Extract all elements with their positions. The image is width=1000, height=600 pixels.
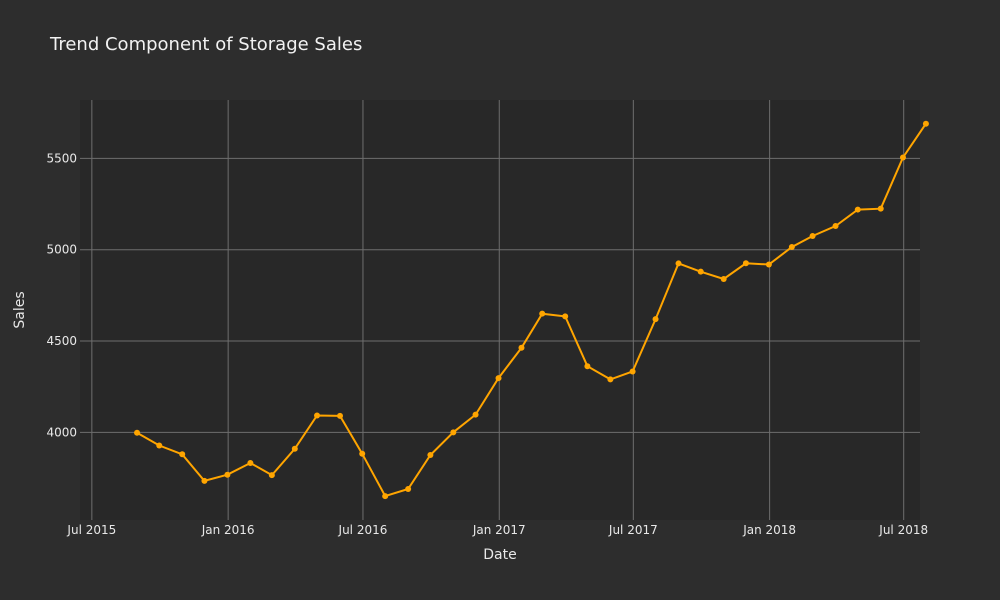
data-point[interactable] — [405, 485, 412, 492]
grid-lines — [80, 100, 920, 520]
data-point[interactable] — [472, 411, 479, 418]
y-axis-title: Sales — [12, 291, 28, 328]
plot-area — [80, 100, 920, 520]
data-point[interactable] — [134, 429, 141, 436]
data-point[interactable] — [268, 472, 275, 479]
x-tick-label: Jul 2017 — [608, 523, 658, 537]
data-point[interactable] — [495, 375, 502, 382]
data-point[interactable] — [832, 223, 839, 229]
data-point[interactable] — [291, 445, 298, 452]
data-point[interactable] — [899, 154, 906, 161]
data-point[interactable] — [201, 477, 208, 484]
data-point[interactable] — [742, 260, 749, 267]
data-point[interactable] — [450, 429, 457, 436]
series-line — [136, 123, 927, 498]
series-sales-trend — [134, 120, 929, 500]
chart-title: Trend Component of Storage Sales — [49, 34, 362, 55]
data-point[interactable] — [179, 451, 186, 458]
y-tick-label: 4500 — [46, 334, 77, 348]
data-point[interactable] — [675, 260, 682, 267]
data-point[interactable] — [788, 244, 795, 250]
data-point[interactable] — [854, 206, 861, 213]
tick-labels: Jul 2015 Jan 2016 Jul 2016 Jan 2017 Jul 2017… — [46, 151, 928, 537]
data-point[interactable] — [539, 310, 546, 317]
data-point[interactable] — [765, 261, 772, 268]
data-point[interactable] — [809, 233, 816, 240]
data-point[interactable] — [562, 313, 569, 320]
y-tick-label: 5500 — [46, 151, 77, 165]
data-point[interactable] — [337, 412, 343, 419]
data-point[interactable] — [697, 268, 704, 275]
data-point[interactable] — [224, 471, 231, 478]
data-point[interactable] — [607, 376, 614, 383]
data-point[interactable] — [518, 344, 525, 351]
x-tick-label: Jul 2016 — [338, 523, 388, 537]
x-tick-label: Jan 2018 — [742, 523, 796, 537]
x-tick-label: Jul 2018 — [878, 523, 928, 537]
data-point[interactable] — [156, 442, 163, 449]
x-tick-label: Jan 2017 — [472, 523, 526, 537]
data-point[interactable] — [922, 120, 929, 127]
data-point[interactable] — [584, 363, 591, 370]
data-point[interactable] — [359, 450, 366, 457]
data-point[interactable] — [629, 368, 636, 375]
x-tick-label: Jul 2015 — [66, 523, 116, 537]
y-tick-label: 5000 — [46, 243, 77, 257]
data-point[interactable] — [314, 412, 321, 419]
data-point[interactable] — [652, 316, 659, 323]
x-tick-label: Jan 2016 — [201, 523, 255, 537]
y-tick-label: 4000 — [46, 425, 77, 439]
data-point[interactable] — [877, 205, 884, 212]
x-axis-title: Date — [483, 547, 516, 563]
data-point[interactable] — [427, 451, 434, 458]
data-point[interactable] — [720, 275, 727, 282]
data-point[interactable] — [382, 493, 389, 500]
data-point[interactable] — [247, 460, 254, 467]
